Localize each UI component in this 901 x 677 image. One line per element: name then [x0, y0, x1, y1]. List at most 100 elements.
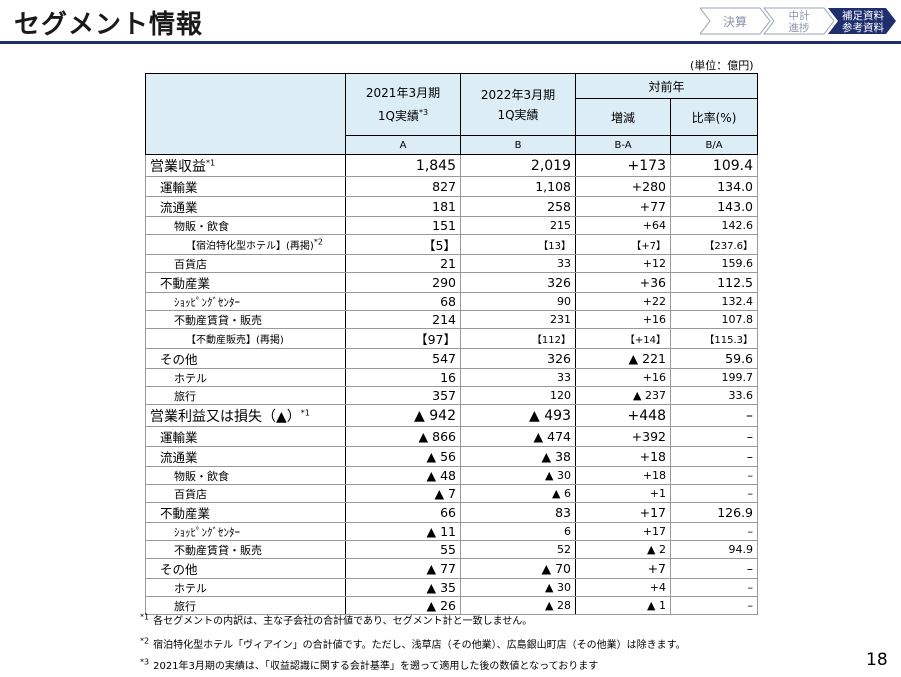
cell: +18: [575, 446, 671, 467]
row-label-text: 物販・飲食: [174, 219, 229, 233]
row-label: 不動産賃貸・販売: [145, 540, 346, 559]
group-header: 対前年: [574, 73, 759, 99]
cell: 357: [345, 386, 461, 405]
cell: 326: [460, 348, 576, 369]
cell: 120: [460, 386, 576, 405]
footnote: *3 2021年3月期の実績は、「収益認識に関する会計基準」を遡って適用した後の数…: [140, 657, 598, 672]
cell: ▲ 38: [460, 446, 576, 467]
cell: ▲ 221: [575, 348, 671, 369]
row-label: 営業収益*1: [145, 154, 346, 177]
nav-arrow: [762, 7, 835, 35]
row-label: 物販・飲食: [145, 466, 346, 485]
cell: ▲ 30: [460, 578, 576, 597]
cell: 290: [345, 272, 461, 293]
footnote-mark: *2: [140, 636, 150, 646]
cell: 134.0: [669, 176, 759, 197]
cell: +17: [575, 522, 671, 541]
column-code: B-A: [575, 135, 671, 155]
row-label-text: 物販・飲食: [174, 469, 229, 483]
cell: +12: [575, 254, 671, 273]
cell: 21: [345, 254, 461, 273]
row-label: ｼｮｯﾋﾟﾝｸﾞｾﾝﾀｰ: [145, 292, 346, 311]
cell: 1,845: [345, 154, 461, 177]
column-header: 2021年3月期 1Q実績*3: [345, 73, 461, 136]
corner: [145, 73, 346, 155]
table-head: 2021年3月期 1Q実績*3 2022年3月期 1Q実績 対前年 増減 比率(%) A B B-…: [145, 73, 759, 155]
cell: 33: [460, 254, 576, 273]
row-label: ホテル: [145, 368, 346, 387]
table-row: 百貨店 ▲ 7 ▲ 6 +1–: [145, 484, 759, 503]
cell: ▲ 30: [460, 466, 576, 485]
nav-label: 進捗: [789, 21, 810, 34]
table-row: 旅行 357 120 ▲ 237 33.6: [145, 386, 759, 405]
table-row: 不動産賃貸・販売 55 52 ▲ 2 94.9: [145, 540, 759, 559]
cell: 258: [460, 196, 576, 217]
row-label-text: ホテル: [174, 371, 207, 385]
cell: +392: [575, 426, 671, 447]
superscript: *2: [313, 237, 323, 247]
header-row: 2021年3月期 1Q実績*3 2022年3月期 1Q実績 対前年: [145, 73, 759, 155]
row-label: 【宿泊特化型ホテル】(再掲)*2: [145, 234, 346, 255]
cell: ▲ 237: [575, 386, 671, 405]
cell: ▲ 48: [345, 466, 461, 485]
nav-arrow: [828, 8, 896, 34]
table-row: 営業利益又は損失（▲）*1 ▲ 942 ▲ 493 +448–: [145, 404, 759, 427]
row-label: 運輸業: [145, 176, 346, 197]
cell: 52: [460, 540, 576, 559]
row-label-text: 百貨店: [174, 487, 207, 501]
cell: 107.8: [669, 310, 759, 329]
cell: 【237.6】: [669, 234, 759, 255]
cell: –: [669, 578, 759, 597]
row-label-text: 不動産業: [160, 506, 211, 521]
cell: 2,019: [460, 154, 576, 177]
table-body: 営業収益*1 1,845 2,019 +173 109.4 運輸業 827 1,108 +280…: [145, 154, 759, 615]
cell: 132.4: [669, 292, 759, 311]
row-label: 不動産業: [145, 272, 346, 293]
row-label-text: 運輸業: [160, 180, 198, 195]
cell: –: [669, 404, 759, 427]
row-label: ｼｮｯﾋﾟﾝｸﾞｾﾝﾀｰ: [145, 522, 346, 541]
column-header-line: 1Q実績: [497, 107, 539, 122]
superscript: *3: [419, 108, 429, 117]
cell: 83: [460, 502, 576, 523]
row-label-text: 運輸業: [160, 430, 198, 445]
cell: 109.4: [669, 154, 759, 177]
page-number: 18: [866, 650, 888, 670]
row-label: 不動産賃貸・販売: [145, 310, 346, 329]
cell: ▲ 77: [345, 558, 461, 579]
cell: +77: [575, 196, 671, 217]
cell: +280: [575, 176, 671, 197]
cell: +4: [575, 578, 671, 597]
table-row: 営業収益*1 1,845 2,019 +173 109.4: [145, 154, 759, 177]
superscript: *1: [206, 157, 216, 167]
row-label-text: 流通業: [160, 450, 198, 465]
cell: 214: [345, 310, 461, 329]
cell: –: [669, 522, 759, 541]
cell: 159.6: [669, 254, 759, 273]
table-row: 物販・飲食 151 215 +64 142.6: [145, 216, 759, 235]
table-row: 百貨店 21 33 +12 159.6: [145, 254, 759, 273]
nav-label: 参考資料: [842, 21, 884, 34]
cell: 【+7】: [575, 234, 671, 255]
table-row: 物販・飲食 ▲ 48 ▲ 30 +18–: [145, 466, 759, 485]
cell: 94.9: [669, 540, 759, 559]
cell: 90: [460, 292, 576, 311]
cell: ▲ 56: [345, 446, 461, 467]
column-header-line: 2022年3月期: [480, 87, 556, 102]
row-label: ホテル: [145, 578, 346, 597]
row-label-text: 営業利益又は損失（▲）: [150, 408, 301, 425]
cell: 【112】: [460, 328, 576, 349]
column-code: A: [345, 135, 461, 155]
table-row: 不動産業 66 83 +17 126.9: [145, 502, 759, 523]
cell: 【+14】: [575, 328, 671, 349]
column-header: 2022年3月期 1Q実績: [460, 73, 576, 136]
cell: ▲ 70: [460, 558, 576, 579]
segment-table: 2021年3月期 1Q実績*3 2022年3月期 1Q実績 対前年 増減 比率(%) A B B-…: [145, 73, 759, 615]
row-label: 営業利益又は損失（▲）*1: [145, 404, 346, 427]
row-label: 旅行: [145, 596, 346, 615]
row-label: 百貨店: [145, 254, 346, 273]
column-code: B/A: [669, 135, 759, 155]
cell: +173: [575, 154, 671, 177]
cell: 33: [460, 368, 576, 387]
